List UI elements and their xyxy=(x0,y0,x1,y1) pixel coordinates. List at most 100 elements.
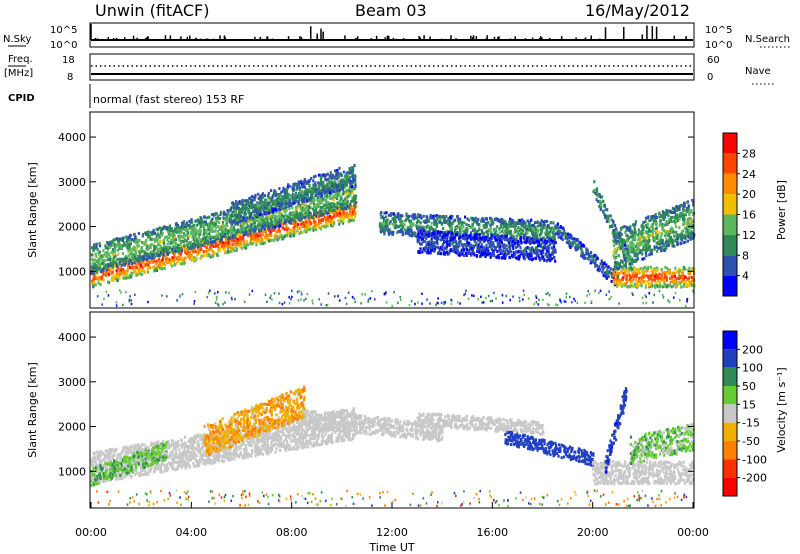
scatter-cell xyxy=(325,216,328,220)
scatter-cell xyxy=(195,253,199,257)
scatter-cell xyxy=(144,256,148,260)
scatter-cell xyxy=(152,228,155,232)
scatter-cell xyxy=(291,201,294,205)
scatter-cell xyxy=(347,194,350,198)
scatter-cell xyxy=(407,218,411,222)
scatter-cell xyxy=(326,219,330,223)
scatter-cell xyxy=(284,213,287,217)
scatter-cell xyxy=(169,262,172,266)
scatter-cell xyxy=(502,224,506,228)
scatter-cell xyxy=(566,240,569,244)
scatter-cell xyxy=(277,227,281,231)
scatter-cell xyxy=(285,233,289,237)
scatter-cell xyxy=(496,233,499,237)
scatter-cell xyxy=(94,252,97,256)
scatter-cell xyxy=(248,197,251,201)
scatter-cell xyxy=(519,239,523,243)
scatter-cell xyxy=(170,241,173,245)
scatter-cell xyxy=(157,249,160,253)
scatter-cell xyxy=(246,232,249,236)
scatter-cell xyxy=(345,175,348,179)
scatter-cell xyxy=(116,248,120,252)
scatter-cell xyxy=(158,240,161,244)
scatter-cell xyxy=(276,201,280,205)
scatter-cell xyxy=(202,220,205,224)
scatter-cell xyxy=(527,224,530,228)
scatter-cell xyxy=(245,240,249,244)
scatter-cell xyxy=(479,240,482,244)
scatter-cell xyxy=(342,219,345,223)
scatter-cell xyxy=(442,242,445,246)
scatter-cell xyxy=(266,204,270,208)
scatter-cell xyxy=(269,232,272,236)
scatter-cell xyxy=(296,204,299,208)
scatter-cell xyxy=(454,231,457,235)
scatter-cell xyxy=(268,210,271,214)
scatter-cell xyxy=(395,215,398,219)
scatter-cell xyxy=(110,267,113,271)
scatter-cell xyxy=(283,214,286,218)
scatter-cell xyxy=(340,187,343,191)
scatter-cell xyxy=(428,229,431,233)
scatter-cell xyxy=(594,262,597,266)
scatter-cell xyxy=(344,174,347,178)
scatter-cell xyxy=(195,219,199,223)
scatter-cell xyxy=(538,234,542,238)
scatter-cell xyxy=(509,229,513,233)
scatter-cell xyxy=(242,244,245,248)
scatter-cell xyxy=(219,210,223,214)
scatter-cell xyxy=(229,216,232,220)
scatter-cell xyxy=(275,234,279,238)
scatter-cell xyxy=(221,231,224,235)
scatter-cell xyxy=(448,243,451,247)
scatter-cell xyxy=(424,246,428,250)
scatter-cell xyxy=(96,247,99,251)
scatter-cell xyxy=(332,180,336,184)
scatter-cell xyxy=(392,230,395,234)
scatter-cell xyxy=(143,243,146,247)
scatter-cell xyxy=(206,249,209,253)
scatter-cell xyxy=(163,251,166,255)
scatter-cell xyxy=(348,167,351,171)
scatter-cell xyxy=(242,241,245,245)
scatter-cell xyxy=(253,213,256,217)
scatter-cell xyxy=(295,215,299,219)
scatter-cell xyxy=(214,239,217,243)
scatter-cell xyxy=(280,212,283,216)
scatter-cell xyxy=(426,215,429,219)
scatter-cell xyxy=(222,241,225,245)
scatter-cell xyxy=(253,198,256,202)
beam-title: Beam 03 xyxy=(355,1,427,20)
scatter-cell xyxy=(586,248,589,252)
scatter-cell xyxy=(92,279,95,283)
scatter-cell xyxy=(239,242,243,246)
scatter-cell xyxy=(92,277,95,281)
scatter-cell xyxy=(554,248,557,252)
scatter-cell xyxy=(236,237,240,241)
scatter-cell xyxy=(418,229,421,233)
scatter-cell xyxy=(343,197,347,201)
scatter-cell xyxy=(95,243,98,247)
scatter-cell xyxy=(567,232,570,236)
scatter-cell xyxy=(123,274,126,278)
scatter-cell xyxy=(339,172,342,176)
scatter-cell xyxy=(471,246,474,250)
scatter-cell xyxy=(325,222,328,226)
scatter-cell xyxy=(285,209,288,213)
scatter-cell xyxy=(260,226,264,230)
scatter-cell xyxy=(180,241,183,245)
scatter-cell xyxy=(292,234,296,238)
scatter-cell xyxy=(209,226,212,230)
scatter-cell xyxy=(434,228,437,232)
scatter-cell xyxy=(314,214,318,218)
scatter-cell xyxy=(146,233,150,237)
scatter-cell xyxy=(472,217,475,221)
scatter-cell xyxy=(477,236,480,240)
scatter-cell xyxy=(149,243,152,247)
scatter-cell xyxy=(459,227,462,231)
scatter-cell xyxy=(521,218,524,222)
scatter-cell xyxy=(320,176,323,180)
scatter-cell xyxy=(228,236,231,240)
scatter-cell xyxy=(329,171,332,175)
scatter-cell xyxy=(250,242,253,246)
